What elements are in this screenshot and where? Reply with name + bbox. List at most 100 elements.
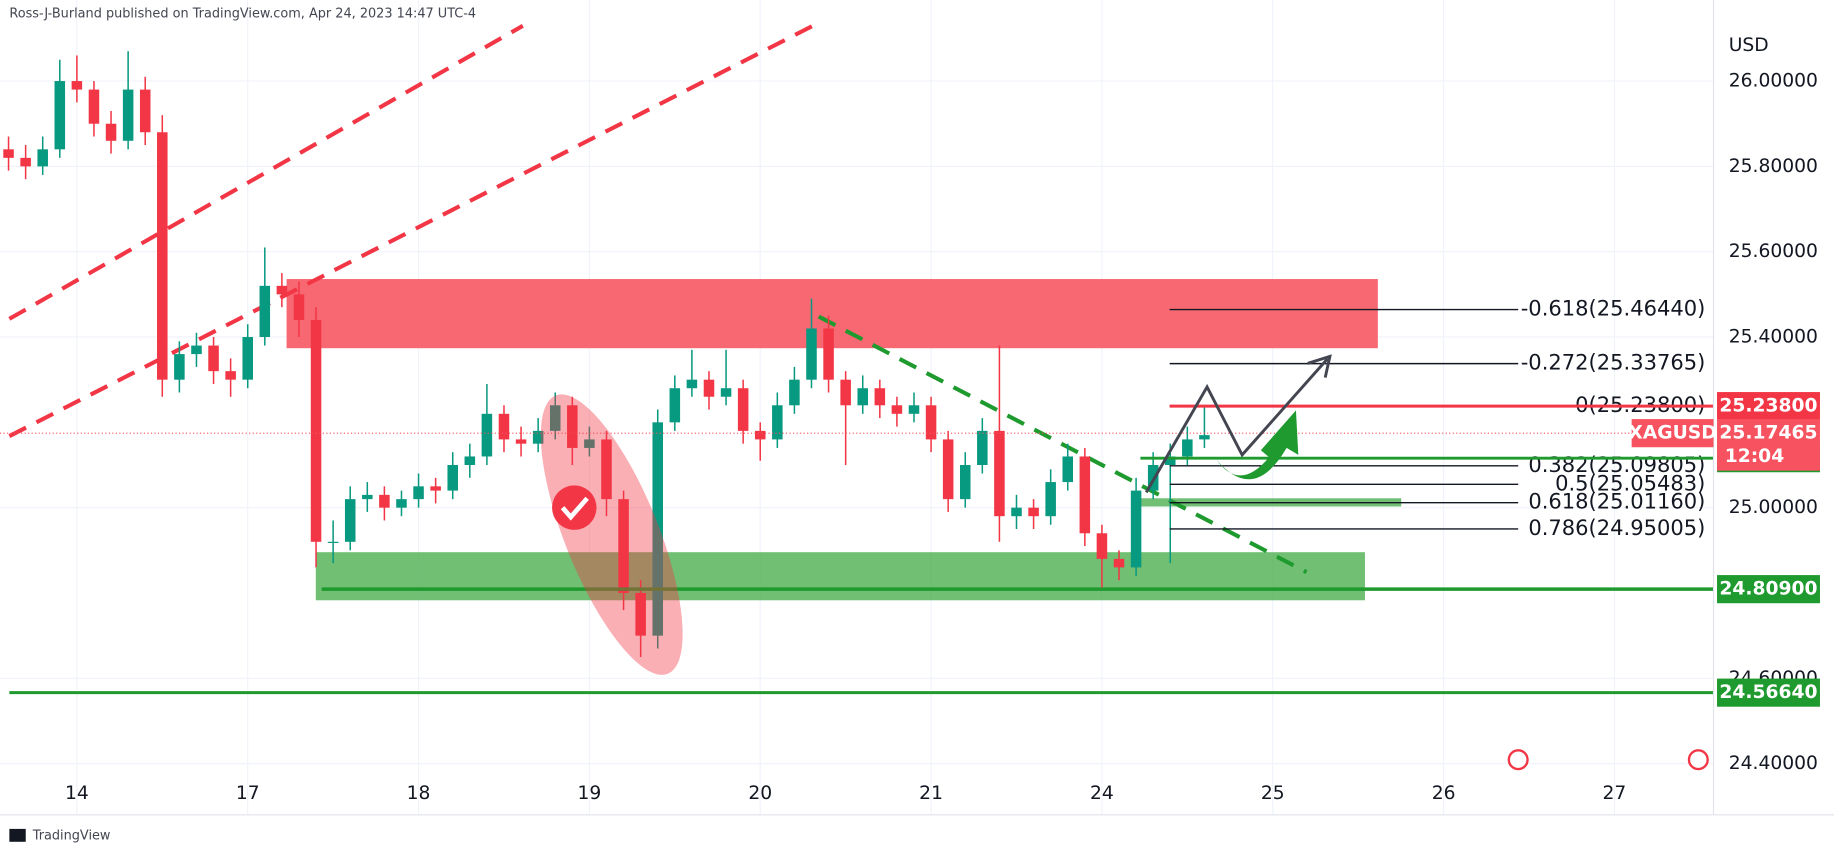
- candle-body: [994, 430, 1005, 517]
- price-tag-label: 24.80900: [1719, 579, 1817, 600]
- candle-body: [515, 439, 527, 444]
- support-zone: [315, 552, 1365, 601]
- candle-body: [447, 465, 458, 491]
- currency: USD: [1729, 35, 1769, 56]
- candle-body: [157, 132, 168, 380]
- candle-body: [481, 413, 493, 457]
- candle-body: [806, 328, 817, 380]
- candle-body: [430, 486, 441, 491]
- candle-body: [720, 388, 732, 397]
- arrow-head: [1307, 354, 1332, 378]
- candle-body: [1045, 482, 1056, 517]
- candle-body: [71, 81, 83, 90]
- candle-body: [1199, 435, 1210, 440]
- highlight-ellipse: [540, 394, 683, 675]
- candle-body: [122, 89, 134, 141]
- candle-body: [276, 285, 288, 295]
- y-tick-label: 25.00000: [1729, 497, 1818, 518]
- symbol-tag-label: XAGUSD: [1628, 423, 1716, 444]
- candle-body: [857, 388, 869, 406]
- candle-body: [242, 337, 253, 380]
- candle-body: [1028, 507, 1039, 517]
- candle-body: [344, 499, 356, 542]
- candle-body: [942, 439, 954, 500]
- candle-body: [191, 345, 202, 355]
- candle-body: [874, 388, 886, 406]
- event-icon: [1507, 749, 1529, 771]
- candle-body: [891, 405, 903, 414]
- candle-body: [686, 379, 698, 389]
- logo: [9, 828, 26, 842]
- y-tick-label: 25.40000: [1729, 327, 1818, 348]
- check-icon: [552, 485, 597, 530]
- x-tick-label: 17: [236, 783, 260, 804]
- candle-body: [1062, 456, 1074, 483]
- trend-line: [817, 314, 1308, 574]
- candle-body: [840, 379, 851, 406]
- candle-body: [259, 285, 271, 338]
- x-tick-label: 27: [1603, 783, 1627, 804]
- candle-body: [754, 430, 766, 440]
- candle-body: [88, 89, 100, 124]
- candle-body: [20, 157, 31, 167]
- last-price-label: 25.17465: [1719, 423, 1817, 444]
- candle-body: [225, 371, 236, 380]
- candle-body: [1164, 456, 1176, 466]
- x-tick-label: 14: [65, 783, 89, 804]
- candle-body: [379, 494, 390, 508]
- price-tag-label: 24.56640: [1719, 682, 1817, 703]
- candle-body: [413, 486, 424, 500]
- candle-body: [772, 405, 783, 440]
- price-tag: [1717, 575, 1820, 604]
- candle-body: [310, 319, 322, 542]
- y-tick-label: 24.40000: [1729, 753, 1818, 774]
- candle-body: [908, 405, 920, 414]
- tags: 26.00000 25.80000 25.60000 25.40000 25.00000…: [65, 71, 1820, 804]
- projection-arrow: [1144, 357, 1329, 494]
- candle-body: [584, 439, 595, 448]
- candle-body: [823, 328, 834, 380]
- candle-body: [3, 149, 14, 158]
- candle-body: [789, 379, 800, 406]
- price-tag-label: 25.23800: [1719, 396, 1817, 417]
- candle-body: [498, 413, 510, 440]
- candle-body: [396, 499, 407, 508]
- candle-body: [1113, 558, 1125, 568]
- fib-label: 0.382(25.09805): [1528, 452, 1705, 477]
- price-tag: [1717, 392, 1820, 421]
- candle-body: [925, 405, 937, 440]
- fib-label: 0.5(25.05483): [1555, 470, 1705, 495]
- candle-body: [1096, 533, 1108, 559]
- fib-label: -0.272(25.33765): [1521, 350, 1706, 375]
- overlay: -0.618(25.46440) -0.272(25.33765) 0(25.238…: [0, 296, 1714, 695]
- y-tick-label: 26.00000: [1729, 71, 1818, 92]
- candle-body: [669, 388, 681, 423]
- x-tick-label: 25: [1261, 783, 1285, 804]
- candle-body: [1079, 456, 1091, 534]
- candle-body: [464, 456, 476, 466]
- event-icon: [1687, 749, 1709, 771]
- check-mark: [560, 496, 589, 521]
- price-tag: [1717, 678, 1820, 707]
- candle-body: [618, 499, 629, 593]
- x-tick-label: 20: [748, 783, 772, 804]
- candle-body: [977, 430, 988, 466]
- candle-body: [105, 123, 117, 141]
- fib-label: 0.786(24.95005): [1528, 515, 1705, 540]
- candle-body: [327, 541, 339, 543]
- x-tick-label: 24: [1090, 783, 1114, 804]
- channel-line: [8, 24, 524, 321]
- candle-body: [293, 294, 305, 320]
- candle-body: [703, 379, 715, 397]
- last-price-tag: [1717, 419, 1820, 471]
- x-tick-label: 18: [407, 783, 431, 804]
- candle-body: [362, 494, 373, 500]
- candle-body: [549, 405, 561, 431]
- candle-body: [174, 354, 185, 380]
- candle-body: [1182, 439, 1193, 457]
- countdown-label: 12:04: [1725, 446, 1785, 467]
- x-tick-label: 19: [577, 783, 601, 804]
- fib-label: -0.618(25.46440): [1521, 296, 1706, 321]
